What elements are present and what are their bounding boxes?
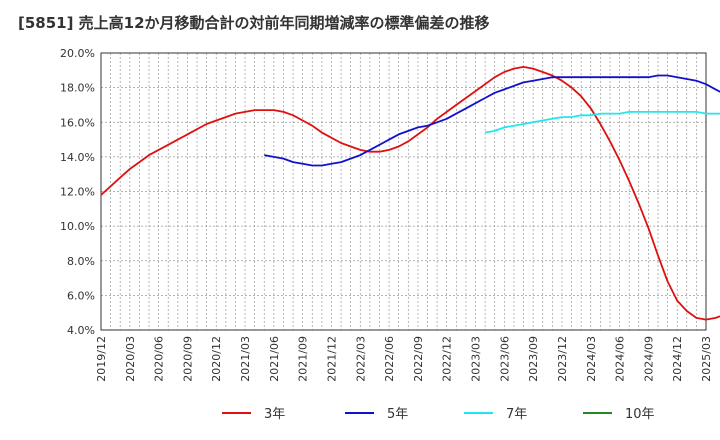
plot-frame bbox=[100, 52, 707, 331]
legend-label: 5年 bbox=[387, 407, 408, 422]
x-tick-label: 2024/06 bbox=[614, 336, 627, 382]
series-line-7年 bbox=[484, 111, 720, 134]
x-tick-label: 2022/03 bbox=[354, 336, 367, 382]
y-tick-label: 14.0% bbox=[60, 151, 95, 164]
plot-area bbox=[101, 53, 706, 330]
y-tick-label: 20.0% bbox=[60, 47, 95, 60]
x-tick-label: 2024/12 bbox=[671, 336, 684, 382]
x-tick-label: 2024/03 bbox=[585, 336, 598, 382]
y-tick-label: 12.0% bbox=[60, 186, 95, 199]
x-tick-label: 2021/12 bbox=[325, 336, 338, 382]
series-line-5年 bbox=[264, 74, 720, 167]
legend-label: 7年 bbox=[506, 407, 527, 422]
x-tick-label: 2019/12 bbox=[95, 336, 108, 382]
chart-title: [5851] 売上高12か月移動合計の対前年同期増減率の標準偏差の推移 bbox=[18, 14, 490, 32]
y-tick-label: 10.0% bbox=[60, 220, 95, 233]
x-tick-label: 2021/03 bbox=[239, 336, 252, 382]
x-tick-label: 2021/06 bbox=[268, 336, 281, 382]
x-tick-label: 2023/09 bbox=[527, 336, 540, 382]
x-tick-label: 2024/09 bbox=[642, 336, 655, 382]
y-tick-label: 4.0% bbox=[67, 324, 95, 337]
y-tick-label: 8.0% bbox=[67, 255, 95, 268]
x-tick-label: 2022/09 bbox=[412, 336, 425, 382]
y-tick-label: 16.0% bbox=[60, 116, 95, 129]
x-tick-label: 2025/03 bbox=[700, 336, 713, 382]
y-tick-label: 18.0% bbox=[60, 82, 95, 95]
x-tick-label: 2021/09 bbox=[297, 336, 310, 382]
y-tick-label: 6.0% bbox=[67, 289, 95, 302]
x-tick-label: 2020/12 bbox=[210, 336, 223, 382]
x-tick-label: 2020/06 bbox=[153, 336, 166, 382]
legend-label: 10年 bbox=[625, 407, 655, 422]
x-tick-label: 2023/06 bbox=[498, 336, 511, 382]
x-tick-label: 2023/12 bbox=[556, 336, 569, 382]
legend-label: 3年 bbox=[264, 407, 285, 422]
x-tick-label: 2022/06 bbox=[383, 336, 396, 382]
x-tick-label: 2020/09 bbox=[181, 336, 194, 382]
x-tick-label: 2020/03 bbox=[124, 336, 137, 382]
x-tick-label: 2022/12 bbox=[441, 336, 454, 382]
series-line-3年 bbox=[100, 66, 720, 321]
x-tick-label: 2023/03 bbox=[470, 336, 483, 382]
